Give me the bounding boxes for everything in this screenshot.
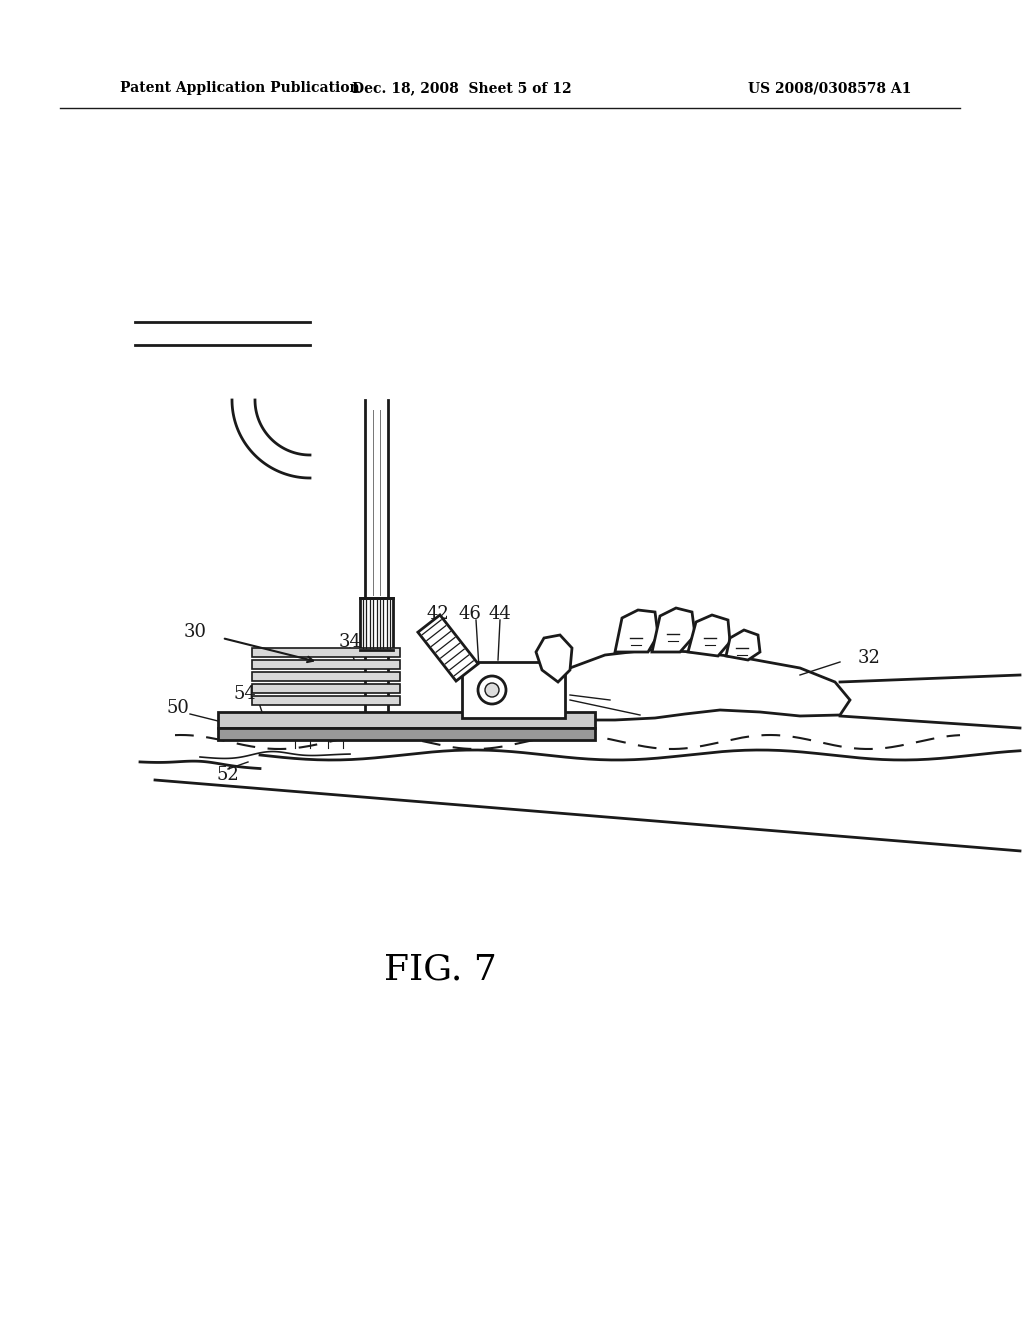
Text: 44: 44 <box>488 605 511 623</box>
Text: 42: 42 <box>427 605 450 623</box>
Text: 46: 46 <box>459 605 481 623</box>
Text: 54: 54 <box>233 685 256 704</box>
Polygon shape <box>688 615 730 656</box>
Text: 34: 34 <box>339 634 361 651</box>
Circle shape <box>478 676 506 704</box>
Polygon shape <box>652 609 695 652</box>
Bar <box>462 663 565 718</box>
Text: 52: 52 <box>217 766 240 784</box>
Bar <box>252 672 400 681</box>
Text: 30: 30 <box>183 623 207 642</box>
Polygon shape <box>615 610 658 652</box>
Polygon shape <box>545 649 850 719</box>
Polygon shape <box>536 635 572 682</box>
Bar <box>218 729 595 741</box>
Bar <box>252 660 400 669</box>
Circle shape <box>485 682 499 697</box>
Bar <box>252 684 400 693</box>
Polygon shape <box>418 615 478 681</box>
Text: Dec. 18, 2008  Sheet 5 of 12: Dec. 18, 2008 Sheet 5 of 12 <box>352 81 571 95</box>
Text: 32: 32 <box>858 649 881 667</box>
Text: 50: 50 <box>167 700 189 717</box>
Bar <box>218 711 595 729</box>
Bar <box>252 696 400 705</box>
Bar <box>252 648 400 657</box>
Text: US 2008/0308578 A1: US 2008/0308578 A1 <box>749 81 911 95</box>
Bar <box>360 598 393 649</box>
Text: Patent Application Publication: Patent Application Publication <box>120 81 359 95</box>
Text: FIG. 7: FIG. 7 <box>384 953 497 987</box>
Polygon shape <box>726 630 760 660</box>
